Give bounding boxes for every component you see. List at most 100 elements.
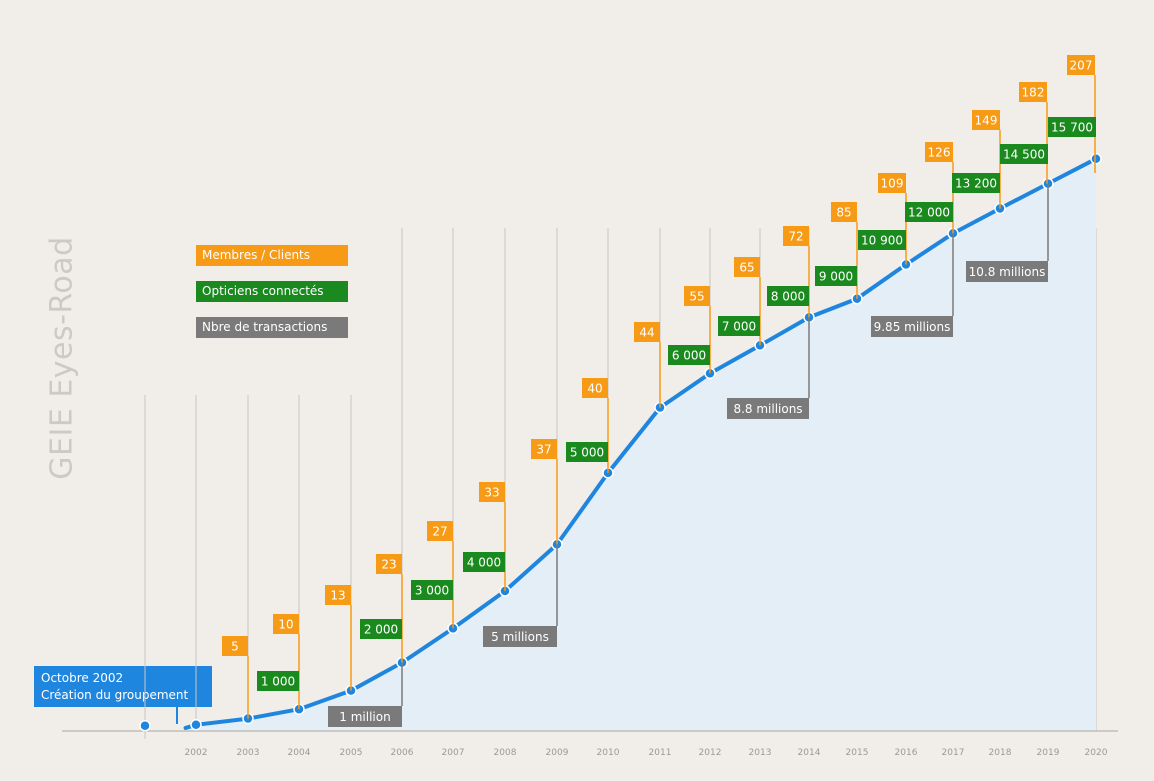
members-label-box [427,521,453,541]
opticians-label-box [767,286,809,306]
transactions-label: 1 million [339,710,390,724]
x-tick-label: 2004 [288,748,311,758]
members-label-box [1067,55,1095,75]
transactions-label-box [966,261,1048,282]
x-tick-label: 2016 [895,748,918,758]
opticians-label-box [360,619,402,639]
series-line [183,156,1098,730]
data-point [1090,153,1102,165]
opticians-label-box [566,442,608,462]
origin-note-text: Création du groupement [41,688,189,702]
opticians-label: 10 900 [861,234,903,248]
members-label-box [273,614,299,634]
transactions-label-box [328,706,402,727]
members-label-box [325,585,351,605]
transactions-label-box [483,626,557,647]
x-tick-label: 2019 [1037,748,1060,758]
members-label: 23 [381,558,396,572]
members-label: 44 [639,326,654,340]
opticians-label-box [463,552,505,572]
members-label: 10 [278,618,293,632]
opticians-label: 7 000 [722,320,756,334]
x-tick-label: 2002 [185,748,208,758]
members-label-box [972,110,1000,130]
opticians-label: 9 000 [819,270,853,284]
x-tick-label: 2013 [749,748,772,758]
x-tick-label: 2014 [798,748,821,758]
members-label: 37 [536,443,551,457]
members-label: 40 [587,382,602,396]
x-tick-label: 2003 [237,748,260,758]
legend-members-label: Membres / Clients [202,248,311,262]
members-label-box [878,173,906,193]
members-label-box [479,482,505,502]
members-label-box [634,322,660,342]
transactions-label: 8.8 millions [733,402,802,416]
x-tick-label: 2012 [699,748,722,758]
x-tick-label: 2020 [1085,748,1108,758]
origin-note: Octobre 2002 Création du groupement [34,666,212,707]
members-label-box [684,286,710,306]
members-label-box [582,378,608,398]
opticians-label-box [1048,117,1096,137]
opticians-label-box [905,202,953,222]
members-label: 13 [330,589,345,603]
members-label: 149 [975,114,998,128]
members-label: 109 [881,177,904,191]
series-area [185,158,1097,732]
x-tick-label: 2006 [391,748,414,758]
legend-transactions: Nbre de transactions [196,317,348,338]
legend-opticians: Opticiens connectés [196,281,348,302]
data-point [190,719,202,731]
x-tick-label: 2005 [340,748,363,758]
members-label: 27 [432,525,447,539]
opticians-label: 4 000 [467,556,501,570]
opticians-label-box [1000,144,1048,164]
x-tick-label: 2007 [442,748,465,758]
x-tick-label: 2015 [846,748,869,758]
members-label: 72 [788,230,803,244]
transactions-label: 9.85 millions [874,320,951,334]
transactions-label: 10.8 millions [969,265,1046,279]
members-label: 65 [739,261,754,275]
opticians-label: 13 200 [955,177,997,191]
opticians-label: 3 000 [415,584,449,598]
legend-opticians-label: Opticiens connectés [202,284,324,298]
x-tick-label: 2017 [942,748,965,758]
origin-note-date: Octobre 2002 [41,671,124,685]
members-label-box [376,554,402,574]
opticians-label-box [815,266,857,286]
members-label-box [734,257,760,277]
opticians-label: 8 000 [771,290,805,304]
members-label: 85 [836,206,851,220]
x-tick-label: 2010 [597,748,620,758]
members-label-box [783,226,809,246]
opticians-label-box [952,173,1000,193]
opticians-label-box [718,316,760,336]
opticians-label-box [668,345,710,365]
opticians-label: 14 500 [1003,148,1045,162]
opticians-label: 5 000 [570,446,604,460]
members-label-box [531,439,557,459]
x-tick-label: 2009 [546,748,569,758]
opticians-label-box [858,230,906,250]
transactions-label-box [871,316,953,337]
transactions-label-box [727,398,809,419]
members-label: 5 [231,640,239,654]
x-tick-label: 2011 [649,748,672,758]
opticians-label: 1 000 [261,675,295,689]
members-label: 33 [484,486,499,500]
opticians-label: 2 000 [364,623,398,637]
members-label: 126 [928,146,951,160]
data-point [139,720,151,732]
opticians-label: 15 700 [1051,121,1093,135]
opticians-label-box [257,671,299,691]
x-tick-label: 2018 [989,748,1012,758]
legend-transactions-label: Nbre de transactions [202,320,328,334]
transactions-label: 5 millions [491,630,549,644]
x-tick-label: 2008 [494,748,517,758]
members-label: 182 [1022,86,1045,100]
members-label-box [925,142,953,162]
